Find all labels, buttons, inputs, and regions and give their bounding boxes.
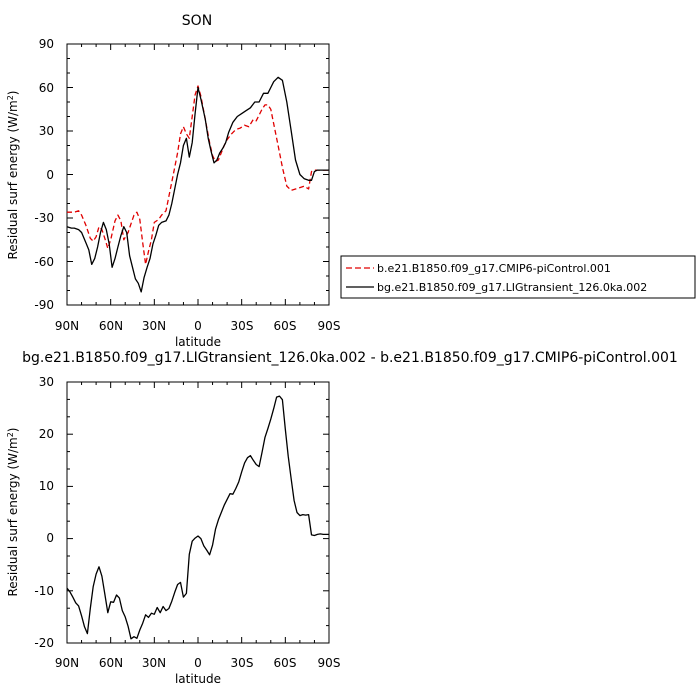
top-x-tick-label: 60N [99, 319, 123, 333]
top-series-line-2 [66, 76, 329, 293]
bottom-x-tick-label: 0 [194, 656, 202, 670]
bottom-series-line-1 [66, 395, 329, 640]
bottom-y-axis-title: Residual surf energy (W/m2) [6, 427, 21, 596]
top-y-tick-label: -60 [34, 255, 54, 269]
top-y-axis-title: Residual surf energy (W/m2) [6, 90, 21, 259]
top-x-tick-label: 90N [55, 319, 79, 333]
top-x-axis-title: latitude [175, 335, 221, 349]
top-panel-title: SON [182, 13, 212, 29]
bottom-x-tick-label: 90N [55, 656, 79, 670]
top-y-tick-label: 30 [39, 124, 54, 138]
top-y-tick-label: 90 [39, 37, 54, 51]
top-y-axis-title-main: Residual surf energy (W/m [6, 100, 20, 259]
top-y-tick-labels: 90 60 30 0 -30 -60 -90 [34, 37, 54, 312]
bottom-x-tick-label: 30S [231, 656, 254, 670]
top-y-tick-label: 0 [46, 168, 54, 182]
bottom-x-tick-label: 60S [274, 656, 297, 670]
top-series-lines [66, 76, 329, 293]
top-x-tick-label: 90S [318, 319, 341, 333]
bottom-y-axis-title-tail: ) [6, 427, 20, 432]
bottom-x-tick-label: 30N [142, 656, 166, 670]
top-y-axis-title-tail: ) [6, 90, 20, 95]
top-x-tick-label: 0 [194, 319, 202, 333]
legend-label-series-2: bg.e21.B1850.f09_g17.LIGtransient_126.0k… [377, 281, 647, 294]
bottom-x-axis-title: latitude [175, 672, 221, 686]
legend-box [340, 255, 696, 299]
top-x-tick-label: 30N [142, 319, 166, 333]
bottom-panel-title: bg.e21.B1850.f09_g17.LIGtransient_126.0k… [22, 350, 678, 366]
bottom-x-tick-labels: 90N 60N 30N 0 30S 60S 90S [55, 656, 341, 670]
bottom-grid-ticks [66, 381, 330, 644]
top-y-tick-label: 60 [39, 81, 54, 95]
top-y-tick-label: -30 [34, 211, 54, 225]
bottom-y-tick-label: -20 [34, 636, 54, 650]
top-x-tick-label: 30S [231, 319, 254, 333]
top-panel: SON 90 60 30 0 -30 -60 -90 90N 60N 30N 0… [6, 13, 696, 349]
legend: b.e21.B1850.f09_g17.CMIP6-piControl.001 … [340, 255, 696, 299]
top-x-tick-label: 60S [274, 319, 297, 333]
bottom-y-tick-label: 20 [39, 427, 54, 441]
bottom-series-lines [66, 395, 329, 640]
bottom-y-axis-title-main: Residual surf energy (W/m [6, 437, 20, 596]
top-series-line-1 [67, 85, 329, 266]
top-x-tick-labels: 90N 60N 30N 0 30S 60S 90S [55, 319, 341, 333]
bottom-y-tick-label: 10 [39, 479, 54, 493]
bottom-panel: bg.e21.B1850.f09_g17.LIGtransient_126.0k… [6, 350, 678, 686]
bottom-y-tick-labels: 30 20 10 0 -10 -20 [34, 375, 54, 650]
bottom-x-tick-label: 90S [318, 656, 341, 670]
bottom-y-axis-title-sup: 2 [6, 432, 15, 437]
top-plot-frame [66, 43, 330, 306]
top-grid-ticks [66, 43, 330, 306]
top-y-axis-title-sup: 2 [6, 95, 15, 100]
bottom-y-tick-label: 30 [39, 375, 54, 389]
legend-label-series-1: b.e21.B1850.f09_g17.CMIP6-piControl.001 [377, 262, 611, 275]
bottom-y-tick-label: -10 [34, 584, 54, 598]
top-y-tick-label: -90 [34, 298, 54, 312]
bottom-x-tick-label: 60N [99, 656, 123, 670]
bottom-y-tick-label: 0 [46, 531, 54, 545]
